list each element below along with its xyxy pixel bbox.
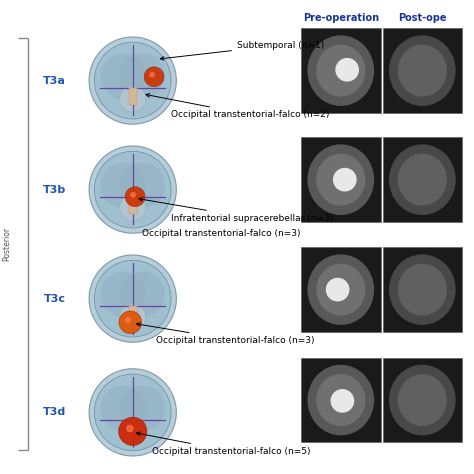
Text: Infratentorial supracerebellar (n=3): Infratentorial supracerebellar (n=3)	[139, 198, 333, 222]
Circle shape	[119, 86, 146, 112]
Circle shape	[331, 390, 354, 412]
Circle shape	[94, 260, 171, 337]
Bar	[129, 306, 137, 323]
Text: T3b: T3b	[43, 184, 66, 195]
Text: Occipital transtentorial-falco (n=2): Occipital transtentorial-falco (n=2)	[146, 93, 329, 119]
Circle shape	[100, 163, 146, 208]
Text: T3d: T3d	[43, 407, 66, 418]
Circle shape	[119, 304, 146, 330]
Circle shape	[118, 417, 147, 446]
Circle shape	[89, 37, 176, 124]
Text: T3a: T3a	[43, 75, 66, 86]
Circle shape	[119, 195, 146, 221]
Bar	[129, 88, 137, 105]
Circle shape	[327, 278, 349, 301]
Ellipse shape	[390, 145, 455, 214]
Circle shape	[119, 418, 146, 444]
Bar	[301, 28, 381, 113]
Ellipse shape	[390, 36, 455, 105]
Text: Occipital transtentorial-falco (n=3): Occipital transtentorial-falco (n=3)	[142, 229, 301, 238]
Circle shape	[125, 187, 145, 207]
Bar	[301, 137, 381, 222]
Ellipse shape	[317, 155, 365, 205]
Text: Occipital transtentorial-falco (n=3): Occipital transtentorial-falco (n=3)	[137, 323, 315, 345]
Circle shape	[119, 54, 165, 99]
Text: Subtemporal (n=1): Subtemporal (n=1)	[160, 41, 324, 60]
Bar	[383, 358, 462, 442]
Bar	[129, 197, 137, 214]
Circle shape	[127, 425, 133, 432]
Circle shape	[100, 54, 146, 99]
Ellipse shape	[317, 264, 365, 315]
Circle shape	[94, 374, 171, 451]
Bar	[301, 358, 381, 442]
Ellipse shape	[399, 46, 446, 96]
Ellipse shape	[399, 375, 446, 425]
Circle shape	[119, 385, 165, 431]
Circle shape	[119, 163, 165, 208]
Circle shape	[150, 73, 154, 77]
Circle shape	[119, 272, 165, 317]
Circle shape	[100, 272, 146, 317]
Circle shape	[144, 67, 164, 87]
Ellipse shape	[399, 264, 446, 315]
Circle shape	[89, 146, 176, 233]
Text: Post-ope: Post-ope	[398, 12, 447, 23]
Ellipse shape	[390, 365, 455, 435]
Ellipse shape	[308, 36, 374, 105]
Bar	[129, 420, 137, 437]
Circle shape	[89, 369, 176, 456]
Circle shape	[100, 385, 146, 431]
Circle shape	[334, 168, 356, 191]
Ellipse shape	[317, 46, 365, 96]
Bar	[301, 247, 381, 332]
Ellipse shape	[399, 155, 446, 205]
Circle shape	[119, 311, 142, 334]
Circle shape	[94, 151, 171, 228]
Text: Posterior: Posterior	[2, 227, 11, 261]
Text: Pre-operation: Pre-operation	[303, 12, 379, 23]
Bar	[383, 137, 462, 222]
Ellipse shape	[317, 375, 365, 425]
Ellipse shape	[308, 365, 374, 435]
Circle shape	[126, 318, 130, 322]
Text: T3c: T3c	[44, 293, 65, 304]
Ellipse shape	[308, 255, 374, 324]
Ellipse shape	[308, 145, 374, 214]
Circle shape	[336, 59, 358, 81]
Circle shape	[89, 255, 176, 342]
Text: Occipital transtentorial-falco (n=5): Occipital transtentorial-falco (n=5)	[137, 432, 310, 456]
Bar	[383, 247, 462, 332]
Bar	[383, 28, 462, 113]
Circle shape	[94, 42, 171, 119]
Circle shape	[131, 192, 135, 197]
Ellipse shape	[390, 255, 455, 324]
